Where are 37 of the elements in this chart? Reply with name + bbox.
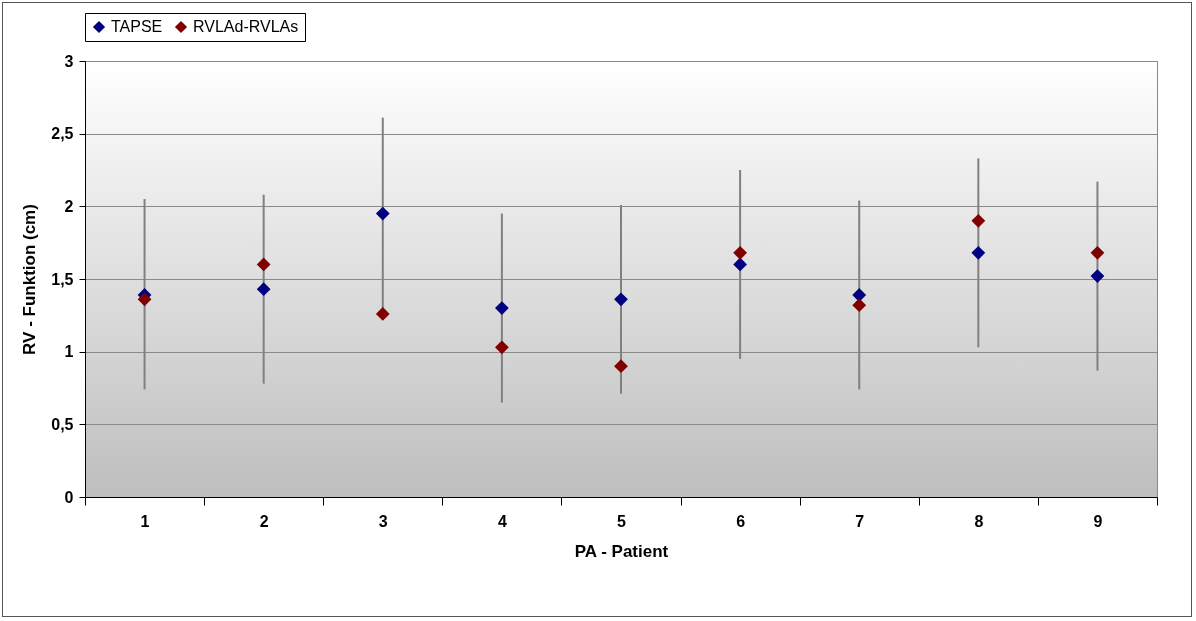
y-tick-label: 1,5	[51, 270, 74, 288]
y-tick-label: 0,5	[51, 415, 74, 433]
point	[495, 340, 509, 355]
point	[375, 206, 390, 221]
point	[495, 301, 509, 315]
x-tick-label: 6	[736, 512, 746, 530]
x-axis-title: PA - Patient	[574, 541, 669, 561]
point	[1090, 269, 1105, 283]
point	[971, 245, 986, 260]
point	[1090, 245, 1105, 260]
x-tick-label: 1	[140, 512, 150, 530]
x-tick-label: 5	[617, 512, 627, 530]
y-axis-title: RV - Funktion (cm)	[20, 204, 40, 355]
x-tick-label: 4	[497, 512, 507, 530]
x-tick-label: 8	[974, 512, 984, 530]
point	[256, 257, 271, 272]
point	[137, 292, 152, 307]
legend-label: TAPSE	[111, 18, 163, 35]
y-tick-label: 2,5	[51, 125, 74, 143]
point	[614, 359, 628, 374]
legend-label: RVLAd-RVLAs	[193, 18, 299, 35]
point	[375, 306, 390, 321]
point	[256, 282, 271, 297]
y-tick-label: 1	[64, 343, 74, 361]
x-tick-label: 9	[1093, 512, 1103, 530]
x-tick-label: 3	[378, 512, 388, 530]
point	[733, 245, 747, 260]
point	[971, 213, 986, 228]
x-tick-label: 7	[855, 512, 865, 530]
point	[852, 288, 867, 302]
point	[733, 257, 747, 272]
y-tick-label: 0	[64, 488, 74, 506]
y-tick-label: 3	[64, 52, 74, 70]
point	[614, 292, 628, 307]
x-tick-label: 2	[259, 512, 269, 530]
point	[852, 298, 867, 313]
y-tick-label: 2	[64, 197, 74, 215]
